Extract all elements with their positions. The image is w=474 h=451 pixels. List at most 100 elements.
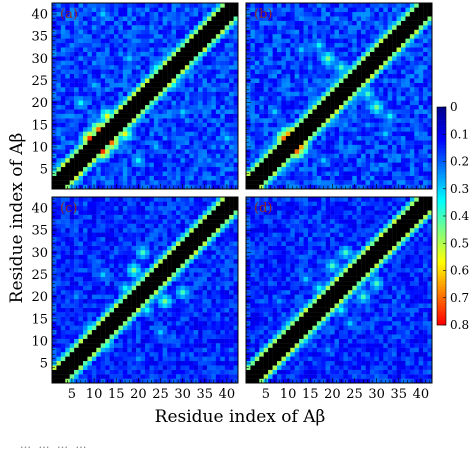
heatmap-cell (290, 96, 295, 101)
heatmap-cell (127, 11, 132, 17)
heatmap-cell (202, 374, 208, 379)
heatmap-cell (83, 334, 88, 339)
heatmap-cell (136, 241, 141, 246)
heatmap-cell (229, 73, 234, 79)
heatmap-cell (285, 96, 291, 101)
heatmap-cell (60, 51, 66, 57)
heatmap-cell (405, 34, 411, 39)
heatmap-cell (401, 56, 406, 61)
heatmap-cell (162, 78, 168, 83)
heatmap-cell (83, 158, 88, 163)
heatmap-cell (69, 162, 75, 168)
heatmap-cell (140, 158, 146, 163)
heatmap-cell (414, 51, 419, 57)
heatmap-cell (87, 20, 93, 26)
heatmap-cell (180, 118, 186, 123)
heatmap-cell (189, 34, 194, 39)
heatmap-cell (83, 73, 88, 79)
heatmap-cell (83, 272, 88, 277)
heatmap-cell (365, 158, 371, 163)
heatmap-cell (162, 180, 168, 185)
heatmap-cell (65, 38, 70, 44)
heatmap-cell (145, 118, 150, 123)
heatmap-cell (294, 91, 300, 97)
heatmap-cell (145, 347, 150, 353)
heatmap-cell (215, 78, 221, 83)
heatmap-cell (153, 82, 159, 88)
heatmap-cell (396, 69, 402, 75)
heatmap-cell (180, 338, 186, 344)
heatmap-cell (334, 135, 340, 141)
heatmap-cell (180, 232, 186, 238)
heatmap-cell (171, 338, 177, 344)
heatmap-cell (330, 171, 335, 176)
heatmap-cell (339, 162, 344, 168)
heatmap-cell (180, 20, 186, 26)
heatmap-cell (405, 171, 411, 176)
heatmap-cell (105, 312, 110, 317)
heatmap-cell (96, 180, 101, 185)
heatmap-cell (356, 175, 362, 181)
heatmap-cell (83, 338, 88, 344)
heatmap-cell (184, 162, 190, 168)
heatmap-cell (272, 87, 278, 92)
heatmap-cell (171, 96, 177, 101)
heatmap-cell (189, 42, 194, 48)
heatmap-cell (109, 3, 115, 8)
heatmap-cell (100, 109, 106, 114)
heatmap-cell (65, 135, 70, 141)
heatmap-cell (167, 276, 172, 282)
heatmap-cell (87, 374, 93, 379)
heatmap-cell (140, 131, 146, 137)
heatmap-cell (272, 171, 278, 176)
heatmap-cell (56, 245, 62, 251)
heatmap-cell (189, 285, 194, 291)
heatmap-cell (167, 3, 172, 8)
heatmap-cell (290, 3, 295, 8)
heatmap-cell (74, 232, 79, 238)
heatmap-cell (162, 25, 168, 30)
heatmap-cell (418, 113, 424, 119)
heatmap-cell (334, 153, 340, 159)
heatmap-cell (272, 60, 278, 66)
heatmap-cell (370, 135, 375, 141)
heatmap-cell (374, 69, 380, 75)
heatmap-cell (423, 153, 428, 159)
heatmap-cell (162, 109, 168, 114)
heatmap-cell (176, 171, 181, 176)
heatmap-cell (56, 259, 62, 264)
heatmap-cell (294, 11, 300, 17)
heatmap-cell (114, 51, 119, 57)
heatmap-cell (405, 158, 411, 163)
heatmap-cell (83, 343, 88, 348)
heatmap-cell (136, 254, 141, 260)
heatmap-cell (127, 166, 132, 172)
heatmap-cell (100, 316, 106, 322)
heatmap-cell (418, 109, 424, 114)
heatmap-cell (325, 42, 331, 48)
heatmap-cell (427, 175, 433, 181)
heatmap-cell (96, 236, 101, 242)
heatmap-cell (189, 259, 194, 264)
heatmap-cell (365, 104, 371, 110)
heatmap-cell (131, 69, 137, 75)
heatmap-cell (105, 47, 110, 52)
heatmap-cell (405, 144, 411, 150)
heatmap-cell (180, 135, 186, 141)
heatmap-cell (268, 171, 273, 176)
heatmap-cell (122, 180, 128, 185)
heatmap-cell (207, 245, 212, 251)
heatmap-cell (114, 131, 119, 137)
heatmap-cell (145, 113, 150, 119)
heatmap-cell (396, 51, 402, 57)
heatmap-cell (281, 113, 287, 119)
heatmap-cell (202, 312, 208, 317)
heatmap-cell (109, 16, 115, 21)
heatmap-cell (56, 78, 62, 83)
heatmap-cell (91, 135, 97, 141)
heatmap-cell (56, 329, 62, 335)
heatmap-cell (202, 47, 208, 52)
heatmap-cell (69, 281, 75, 286)
heatmap-cell (105, 343, 110, 348)
heatmap-cell (392, 96, 397, 101)
